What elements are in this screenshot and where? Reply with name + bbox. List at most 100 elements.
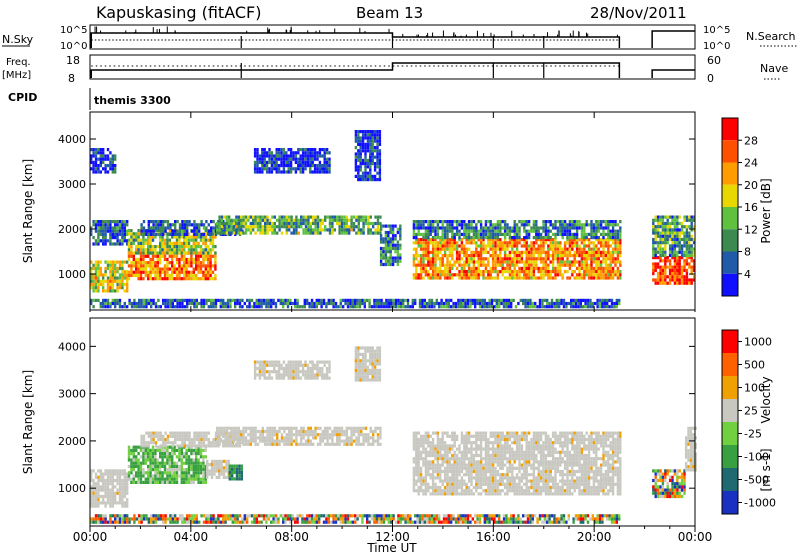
- range-gate-cell: [683, 237, 686, 242]
- range-gate-cell: [204, 464, 207, 468]
- range-gate-cell: [551, 250, 555, 254]
- range-gate-cell: [366, 142, 370, 146]
- range-gate-cell: [597, 229, 600, 233]
- range-gate-cell: [419, 238, 423, 242]
- range-gate-cell: [102, 220, 105, 224]
- range-gate-cell: [503, 257, 507, 261]
- range-gate-cell: [692, 247, 696, 251]
- velocity-heatmap: [90, 346, 697, 524]
- colorbar-swatch: [722, 207, 738, 230]
- range-gate-cell: [412, 223, 416, 227]
- range-gate-cell: [619, 260, 622, 264]
- range-gate-cell: [479, 273, 483, 277]
- range-gate-cell: [237, 218, 240, 222]
- range-gate-cell: [230, 225, 233, 229]
- range-gate-cell: [128, 301, 131, 306]
- range-gate-cell: [537, 232, 540, 236]
- range-gate-cell: [460, 263, 464, 267]
- range-gate-cell: [364, 133, 367, 137]
- range-gate-cell: [202, 270, 205, 274]
- range-gate-cell: [195, 245, 198, 249]
- range-gate-cell: [127, 458, 131, 462]
- range-gate-cell: [193, 301, 196, 306]
- range-gate-cell: [294, 305, 297, 309]
- range-gate-cell: [207, 261, 210, 265]
- range-gate-cell: [176, 298, 179, 302]
- range-gate-cell: [463, 263, 466, 267]
- range-gate-cell: [532, 273, 536, 277]
- range-gate-cell: [249, 429, 252, 434]
- range-gate-cell: [126, 260, 129, 264]
- range-gate-cell: [190, 474, 193, 478]
- range-gate-cell: [446, 229, 449, 233]
- range-gate-cell: [578, 263, 581, 267]
- range-gate-cell: [226, 305, 230, 309]
- range-gate-cell: [587, 223, 591, 227]
- range-gate-cell: [451, 223, 454, 227]
- range-gate-cell: [152, 431, 155, 435]
- range-gate-cell: [204, 277, 207, 281]
- range-gate-cell: [139, 261, 143, 265]
- range-gate-cell: [328, 215, 332, 219]
- range-gate-cell: [678, 221, 681, 226]
- range-gate-cell: [602, 236, 605, 240]
- range-gate-cell: [166, 235, 169, 239]
- range-gate-cell: [256, 228, 260, 232]
- range-gate-cell: [371, 130, 374, 134]
- range-gate-cell: [193, 223, 196, 227]
- range-gate-cell: [102, 286, 105, 290]
- range-gate-cell: [487, 263, 490, 267]
- range-gate-cell: [590, 220, 593, 224]
- range-gate-cell: [527, 229, 531, 233]
- range-gate-cell: [140, 305, 143, 309]
- range-gate-cell: [385, 298, 388, 302]
- range-gate-cell: [207, 441, 210, 445]
- range-gate-cell: [132, 480, 135, 484]
- range-gate-cell: [238, 467, 241, 471]
- station-title: Kapuskasing (fitACF): [96, 3, 261, 22]
- range-gate-cell: [585, 250, 588, 254]
- range-gate-cell: [202, 226, 206, 230]
- range-gate-cell: [187, 273, 191, 278]
- range-gate-cell: [321, 148, 324, 152]
- range-gate-cell: [652, 244, 655, 248]
- range-gate-cell: [542, 263, 545, 267]
- range-gate-cell: [109, 226, 112, 230]
- range-gate-cell: [266, 228, 269, 232]
- range-gate-cell: [261, 429, 264, 434]
- range-gate-cell: [166, 273, 169, 278]
- range-gate-cell: [654, 225, 657, 229]
- range-gate-cell: [123, 501, 126, 505]
- y-tick-label: 4000: [58, 133, 86, 146]
- range-gate-cell: [479, 270, 483, 274]
- range-gate-cell: [525, 220, 528, 224]
- range-gate-cell: [539, 270, 543, 274]
- range-gate-cell: [467, 226, 471, 230]
- range-gate-cell: [299, 167, 302, 171]
- range-gate-cell: [195, 232, 198, 236]
- range-gate-cell: [481, 305, 484, 309]
- range-gate-cell: [106, 469, 110, 473]
- range-gate-cell: [678, 237, 681, 242]
- range-gate-cell: [183, 251, 186, 255]
- range-gate-cell: [162, 434, 165, 438]
- range-gate-cell: [180, 245, 183, 249]
- range-gate-cell: [186, 298, 189, 302]
- range-gate-cell: [419, 226, 423, 230]
- range-gate-cell: [159, 448, 162, 452]
- range-gate-cell: [321, 154, 324, 158]
- range-gate-cell: [673, 247, 677, 251]
- range-gate-cell: [357, 231, 360, 235]
- range-gate-cell: [147, 434, 150, 438]
- range-gate-cell: [422, 250, 425, 254]
- range-gate-cell: [159, 241, 162, 245]
- range-gate-cell: [525, 238, 528, 242]
- range-gate-cell: [369, 158, 372, 162]
- range-gate-cell: [207, 238, 210, 242]
- range-gate-cell: [313, 301, 316, 306]
- range-gate-cell: [608, 298, 611, 302]
- range-gate-cell: [217, 298, 220, 302]
- range-gate-cell: [207, 232, 210, 236]
- range-gate-cell: [458, 244, 461, 248]
- nsky-line-late: [651, 30, 695, 48]
